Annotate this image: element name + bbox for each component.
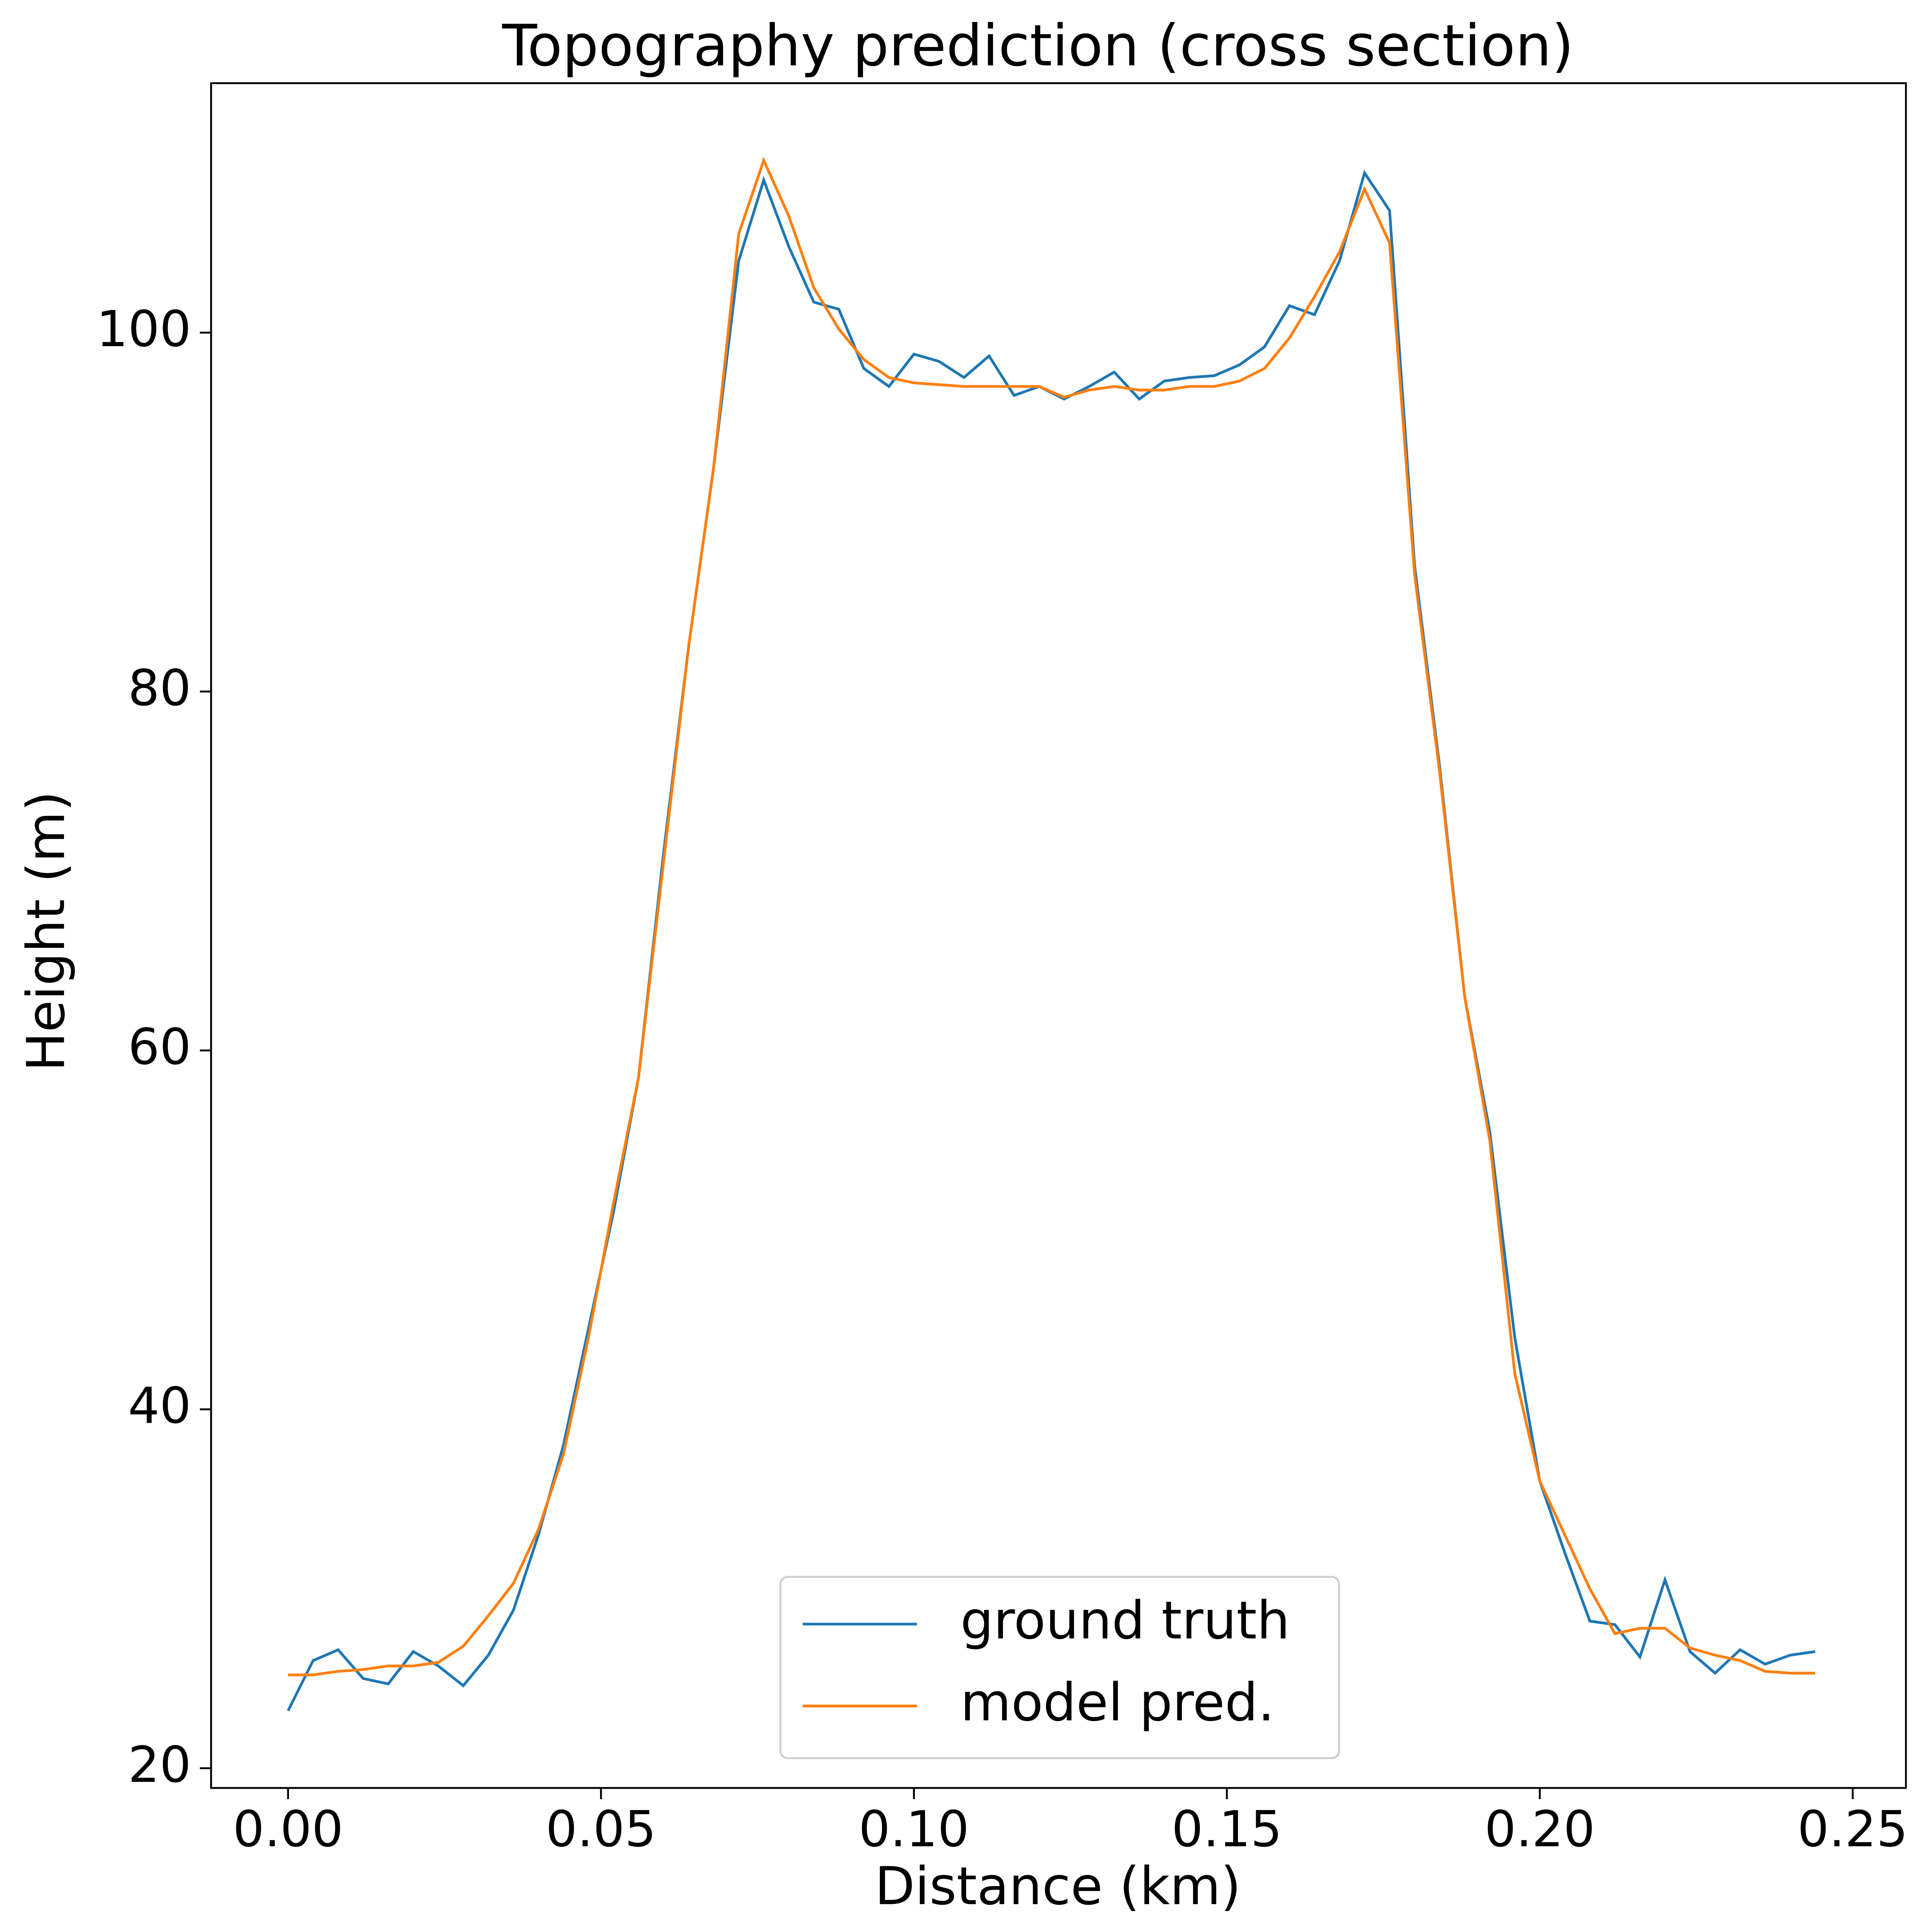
chart-title: Topography prediction (cross section): [502, 12, 1574, 79]
legend-label: ground truth: [960, 1590, 1290, 1651]
y-tick-label: 20: [128, 1736, 191, 1794]
x-axis-label: Distance (km): [875, 1856, 1241, 1917]
x-tick-label: 0.00: [233, 1800, 343, 1858]
legend-box: [779, 1576, 1340, 1759]
legend: ground truth model pred.: [779, 1576, 1340, 1759]
y-tick-label: 80: [128, 659, 191, 717]
plot-frame: [210, 82, 1907, 1789]
x-tick-label: 0.10: [859, 1800, 969, 1858]
x-tick-label: 0.25: [1798, 1800, 1908, 1858]
legend-label: model pred.: [960, 1672, 1274, 1733]
x-tick-label: 0.20: [1484, 1800, 1595, 1858]
data-line: [288, 157, 1815, 1676]
y-tick-label: 100: [97, 300, 192, 358]
y-axis-label: Height (m): [16, 791, 76, 1071]
y-tick-label: 60: [128, 1018, 191, 1076]
x-tick-label: 0.05: [546, 1800, 656, 1858]
y-tick-label: 40: [128, 1377, 191, 1435]
x-tick-label: 0.15: [1172, 1800, 1282, 1858]
